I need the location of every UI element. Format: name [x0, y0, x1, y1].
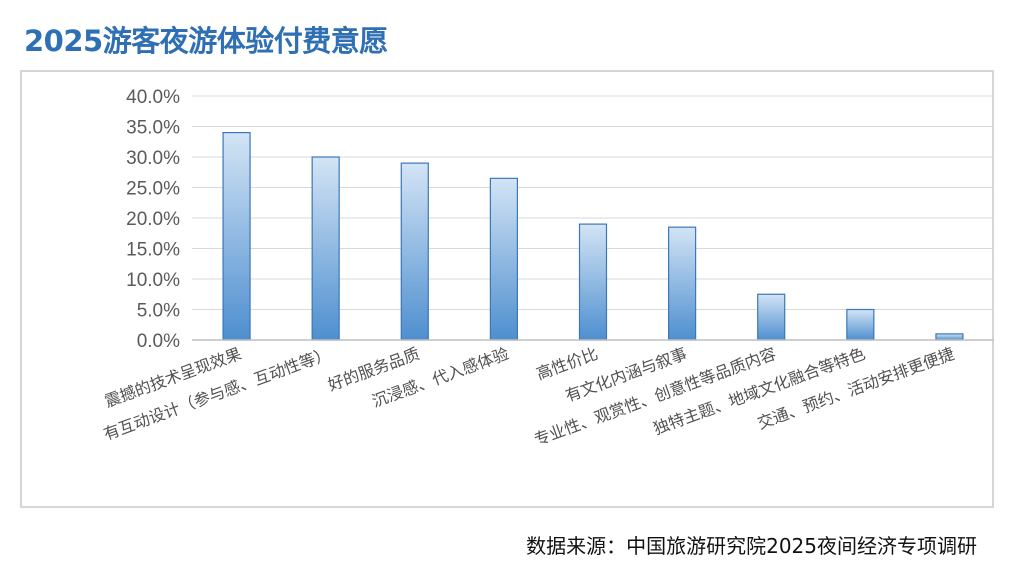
bar [489, 177, 518, 341]
y-tick-label: 30.0% [126, 148, 180, 169]
y-axis-ticks: 0.0% 5.0% 10.0% 15.0% 20.0% 25.0% 30.0% 35.0% 40… [126, 87, 180, 352]
bar [757, 293, 786, 341]
bars [222, 131, 964, 341]
y-tick-label: 15.0% [126, 240, 180, 261]
y-tick-label: 10.0% [126, 270, 180, 291]
bar [400, 162, 429, 341]
y-tick-label: 20.0% [126, 209, 180, 230]
bar [846, 308, 875, 341]
y-tick-label: 25.0% [126, 179, 180, 200]
bar [935, 333, 964, 341]
y-tick-label: 5.0% [137, 301, 180, 322]
y-tick-label: 35.0% [126, 118, 180, 139]
x-axis-labels: 震撼的技术呈现效果有互动设计（参与感、互动性等）好的服务品质沉浸感、代入感体验高… [101, 344, 957, 449]
bar [578, 223, 608, 341]
page-title: 2025游客夜游体验付费意愿 [24, 24, 388, 58]
bar [222, 131, 251, 341]
y-tick-label: 0.0% [137, 331, 180, 352]
source-note: 数据来源：中国旅游研究院2025夜间经济专项调研 [526, 534, 977, 558]
bar [668, 226, 697, 341]
chart-frame: 0.0% 5.0% 10.0% 15.0% 20.0% 25.0% 30.0% 35.0% 40… [20, 70, 994, 508]
bar [311, 156, 340, 341]
y-tick-label: 40.0% [126, 87, 180, 108]
bar-chart: 0.0% 5.0% 10.0% 15.0% 20.0% 25.0% 30.0% 35.0% 40… [101, 87, 994, 449]
